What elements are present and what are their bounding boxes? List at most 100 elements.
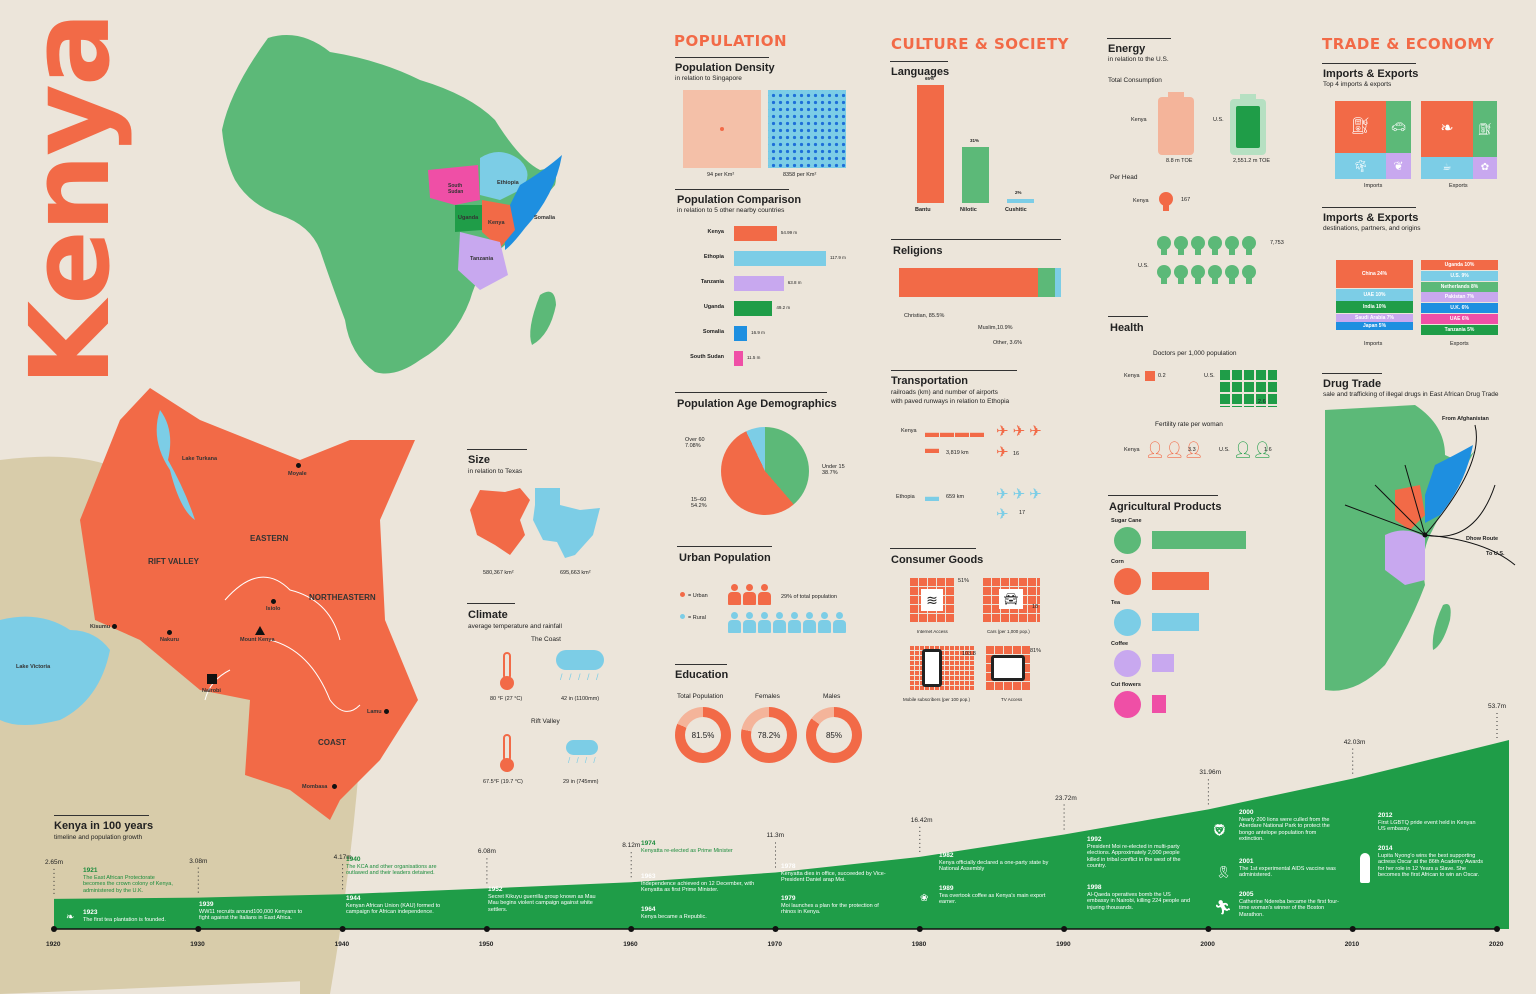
agri-bar	[1152, 613, 1199, 631]
person-icon	[728, 612, 741, 634]
energy-total-label: Total Consumption	[1108, 77, 1162, 84]
south-sudan-shape	[428, 165, 480, 205]
urban-title: Urban Population	[679, 552, 771, 564]
person-icon	[743, 612, 756, 634]
bulb-base	[1161, 249, 1167, 255]
lake-victoria	[0, 616, 110, 725]
transport-title: Transportation	[891, 375, 969, 387]
event-1979: 1979 Moi launches a plan for the protecti…	[781, 895, 893, 916]
timeline-year-label: 2020	[1489, 941, 1504, 948]
languages-chart: 65% Bantu 31% Nilotic 2% Cushitic	[905, 76, 1045, 220]
map-label-uganda: Uganda	[458, 215, 479, 221]
density-singapore-box	[768, 90, 846, 168]
health-kenya-fert: 3.3	[1188, 447, 1196, 453]
kenya-label-moyale: Moyale	[288, 471, 307, 477]
timeline-year-label: 1950	[478, 941, 494, 948]
agri-label: Tea	[1111, 600, 1121, 606]
size-title: Size	[468, 454, 491, 466]
import-partner-cell: UAE 10%	[1336, 288, 1413, 301]
person-icon	[758, 612, 771, 634]
kenya-label-kisumu: Kisumu	[90, 624, 111, 630]
export-partner-cell: Tanzania 5%	[1421, 324, 1498, 335]
event-text: Independence achieved on 12 December, wi…	[641, 880, 755, 894]
person-body	[758, 592, 771, 605]
event-year: 1992	[1087, 836, 1102, 843]
climate-title: Climate	[468, 609, 508, 621]
person-icon	[743, 584, 756, 606]
size-kenya-area: 580,367 km²	[483, 570, 514, 576]
event-1923: 1923 The first tea plantation is founded.	[83, 909, 183, 923]
person-icon	[758, 584, 771, 606]
kenya-label-lamu: Lamu	[367, 709, 382, 715]
timeline-year-label: 1960	[623, 941, 638, 948]
bulbs-us	[1157, 236, 1277, 296]
bulb-base	[1161, 278, 1167, 284]
agri-bar	[1152, 654, 1174, 672]
education-females-label: Females	[755, 693, 780, 700]
person-icon	[773, 612, 786, 634]
person-head	[731, 612, 738, 619]
culture-section-title: CULTURE & SOCIETY	[891, 35, 1069, 53]
internet-pct: 51%	[958, 578, 970, 584]
religion-other-seg	[1055, 268, 1061, 297]
map-label-tanzania: Tanzania	[470, 256, 494, 262]
event-1982: 1982 Kenya officially declared a one-part…	[939, 852, 1049, 873]
agri-bar	[1152, 531, 1246, 549]
religion-christian-seg	[899, 268, 1038, 297]
event-text: Kenya became a Republic.	[641, 913, 707, 920]
age-over60: Over 60 7.08%	[685, 437, 705, 449]
thermometer-bulb	[500, 676, 514, 690]
timeline-dot	[628, 926, 635, 932]
religion-other-label: Other, 3.6%	[993, 340, 1023, 346]
timeline-dot	[772, 926, 779, 932]
event-year: 1939	[199, 901, 214, 908]
import-fuel-cell: ⛽︎	[1335, 101, 1386, 153]
rural-legend-label: = Rural	[688, 615, 706, 621]
person-head	[761, 612, 768, 619]
event-1944: 1944 Kenyan African Union (KAU) formed to…	[346, 895, 454, 916]
airplane-icons-kenya: ✈✈✈	[996, 423, 1046, 440]
religion-muslim-label: Muslim,10.9%	[978, 325, 1013, 331]
agri-chart: Sugar Cane Corn Tea Coffee Cut flowers	[1108, 518, 1308, 723]
age-over60-pct: 7.08%	[685, 443, 701, 449]
runner-icon: 🏃︎	[1214, 899, 1232, 915]
age-under15-label: Under 15	[822, 464, 845, 470]
transport-ethiopia-label: Ethopia	[896, 494, 915, 500]
agri-icon	[1114, 527, 1141, 554]
ie1-subtitle: Top 4 imports & exports	[1323, 81, 1392, 88]
event-year: 1989	[939, 885, 954, 892]
ribbon-icon: 🎗︎	[1216, 865, 1232, 879]
kenya-label-nairobi: Nairobi	[202, 688, 221, 694]
mobile-label: Mobile subscribers (per 100 pop.)	[903, 697, 971, 702]
event-text: WW11 recruits around100,000 Kenyans to f…	[199, 908, 303, 922]
maps-svg	[0, 35, 562, 994]
climate-coast-rain: 42 in (1100mm)	[561, 696, 600, 702]
timeline-year-label: 2010	[1344, 941, 1360, 948]
africa-map	[222, 35, 556, 374]
timeline-dot	[1205, 926, 1212, 932]
person-head	[746, 612, 753, 619]
timeline-dot	[51, 926, 57, 932]
timeline-pop-label: 11.3m	[766, 832, 785, 840]
comparison-country-label: Kenya	[707, 229, 724, 235]
event-2012: 2012 First LGBTQ pride event held in Keny…	[1378, 812, 1478, 833]
timeline-pop-label: 4.17m	[333, 854, 352, 862]
cars-label: Cars (per 1,000 pop.)	[987, 629, 1030, 634]
comparison-bar	[734, 276, 784, 291]
comparison-bar	[734, 351, 743, 366]
timeline-pop-label: 31.96m	[1199, 769, 1222, 777]
comparison-bar	[734, 226, 777, 241]
comparison-value-label: 49.2 m	[776, 305, 791, 310]
event-1974: 1974 Kenyatta re-elected as Prime Ministe…	[641, 840, 751, 854]
agri-icon	[1114, 691, 1141, 718]
bulb-icon	[1174, 236, 1188, 250]
rain-drops: / / / / /	[560, 672, 601, 682]
timeline-pop-label: 3.08m	[189, 857, 208, 865]
bulb-base	[1229, 278, 1235, 284]
thermometer-bulb	[500, 758, 514, 772]
imports-treemap: ⛽︎ 🚗︎ 🌴︎ ❦	[1335, 101, 1411, 179]
export-partner-cell: UAE 6%	[1421, 314, 1498, 324]
religions-title: Religions	[893, 245, 943, 257]
event-text: First LGBTQ pride event held in Kenyan U…	[1378, 819, 1476, 833]
bulb-base	[1246, 249, 1252, 255]
